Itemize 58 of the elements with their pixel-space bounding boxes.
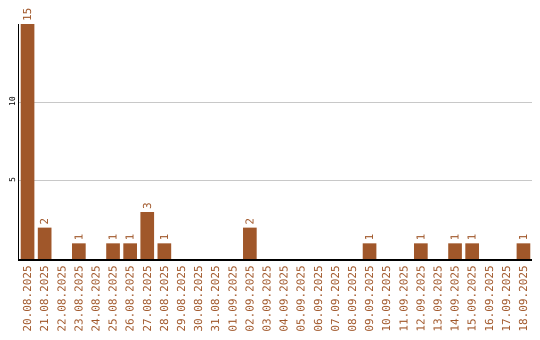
data-label: 1	[72, 234, 86, 240]
x-tick-label: 15.09.2025	[466, 265, 479, 332]
x-tick-label: 01.09.2025	[226, 265, 240, 332]
bar	[123, 243, 137, 259]
x-tick-label: 28.08.2025	[158, 265, 171, 332]
x-tick-label: 02.09.2025	[243, 265, 256, 332]
x-tick-label: 11.09.2025	[397, 265, 410, 332]
x-tick-label: 06.09.2025	[312, 265, 325, 332]
y-tick-label: 5	[8, 176, 17, 182]
data-label: 15	[21, 8, 34, 21]
bar	[362, 243, 376, 259]
x-tick-label: 16.09.2025	[482, 265, 496, 332]
bar	[72, 243, 86, 259]
x-tick-label: 20.08.2025	[21, 265, 34, 332]
x-tick-label: 07.09.2025	[328, 265, 342, 332]
data-label: 2	[243, 218, 256, 225]
x-tick-label: 27.08.2025	[140, 265, 154, 332]
x-tick-label: 25.08.2025	[106, 265, 120, 332]
bar	[516, 243, 530, 259]
x-tick-label: 10.09.2025	[380, 265, 394, 332]
x-tick-label: 21.08.2025	[38, 265, 52, 332]
x-tick-label: 05.09.2025	[294, 265, 308, 332]
bar	[20, 24, 34, 259]
data-label: 1	[466, 234, 479, 240]
bar	[38, 228, 52, 259]
y-tick-label: 10	[8, 96, 17, 106]
x-tick-label: 12.09.2025	[414, 265, 428, 332]
x-tick-label: 09.09.2025	[363, 265, 376, 332]
data-label: 1	[448, 234, 462, 240]
x-tick-label: 24.08.2025	[90, 265, 103, 332]
x-tick-label: 17.09.2025	[500, 265, 513, 332]
bar	[140, 212, 154, 259]
x-tick-label: 31.08.2025	[209, 265, 222, 332]
x-tick-label: 29.08.2025	[175, 265, 188, 332]
x-tick-label: 22.08.2025	[55, 265, 68, 332]
x-tick-label: 04.09.2025	[278, 265, 291, 332]
data-label: 1	[516, 234, 530, 240]
data-label: 1	[414, 234, 428, 240]
x-tick-label: 26.08.2025	[124, 265, 137, 332]
data-label: 2	[38, 218, 52, 225]
data-label: 1	[106, 234, 120, 240]
x-tick-label: 30.08.2025	[192, 265, 206, 332]
x-tick-label: 18.09.2025	[517, 265, 530, 332]
bar	[158, 243, 172, 259]
x-tick-label: 08.09.2025	[346, 265, 360, 332]
bar	[465, 243, 479, 259]
bar	[243, 228, 257, 259]
x-tick-label: 13.09.2025	[432, 265, 445, 332]
bar	[414, 243, 428, 259]
data-label: 1	[363, 234, 376, 240]
bar	[106, 243, 120, 259]
bar	[448, 243, 462, 259]
x-tick-label: 23.08.2025	[72, 265, 86, 332]
x-tick-label: 03.09.2025	[260, 265, 274, 332]
data-label: 1	[124, 234, 137, 240]
data-label: 1	[158, 234, 171, 240]
data-label: 3	[140, 202, 154, 209]
x-tick-label: 14.09.2025	[448, 265, 462, 332]
